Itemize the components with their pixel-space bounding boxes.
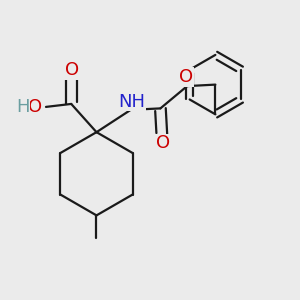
Text: O: O <box>178 68 193 86</box>
Text: O: O <box>28 98 42 116</box>
Text: O: O <box>65 61 79 79</box>
Text: NH: NH <box>118 93 145 111</box>
Text: H: H <box>16 98 29 116</box>
Text: O: O <box>156 134 170 152</box>
